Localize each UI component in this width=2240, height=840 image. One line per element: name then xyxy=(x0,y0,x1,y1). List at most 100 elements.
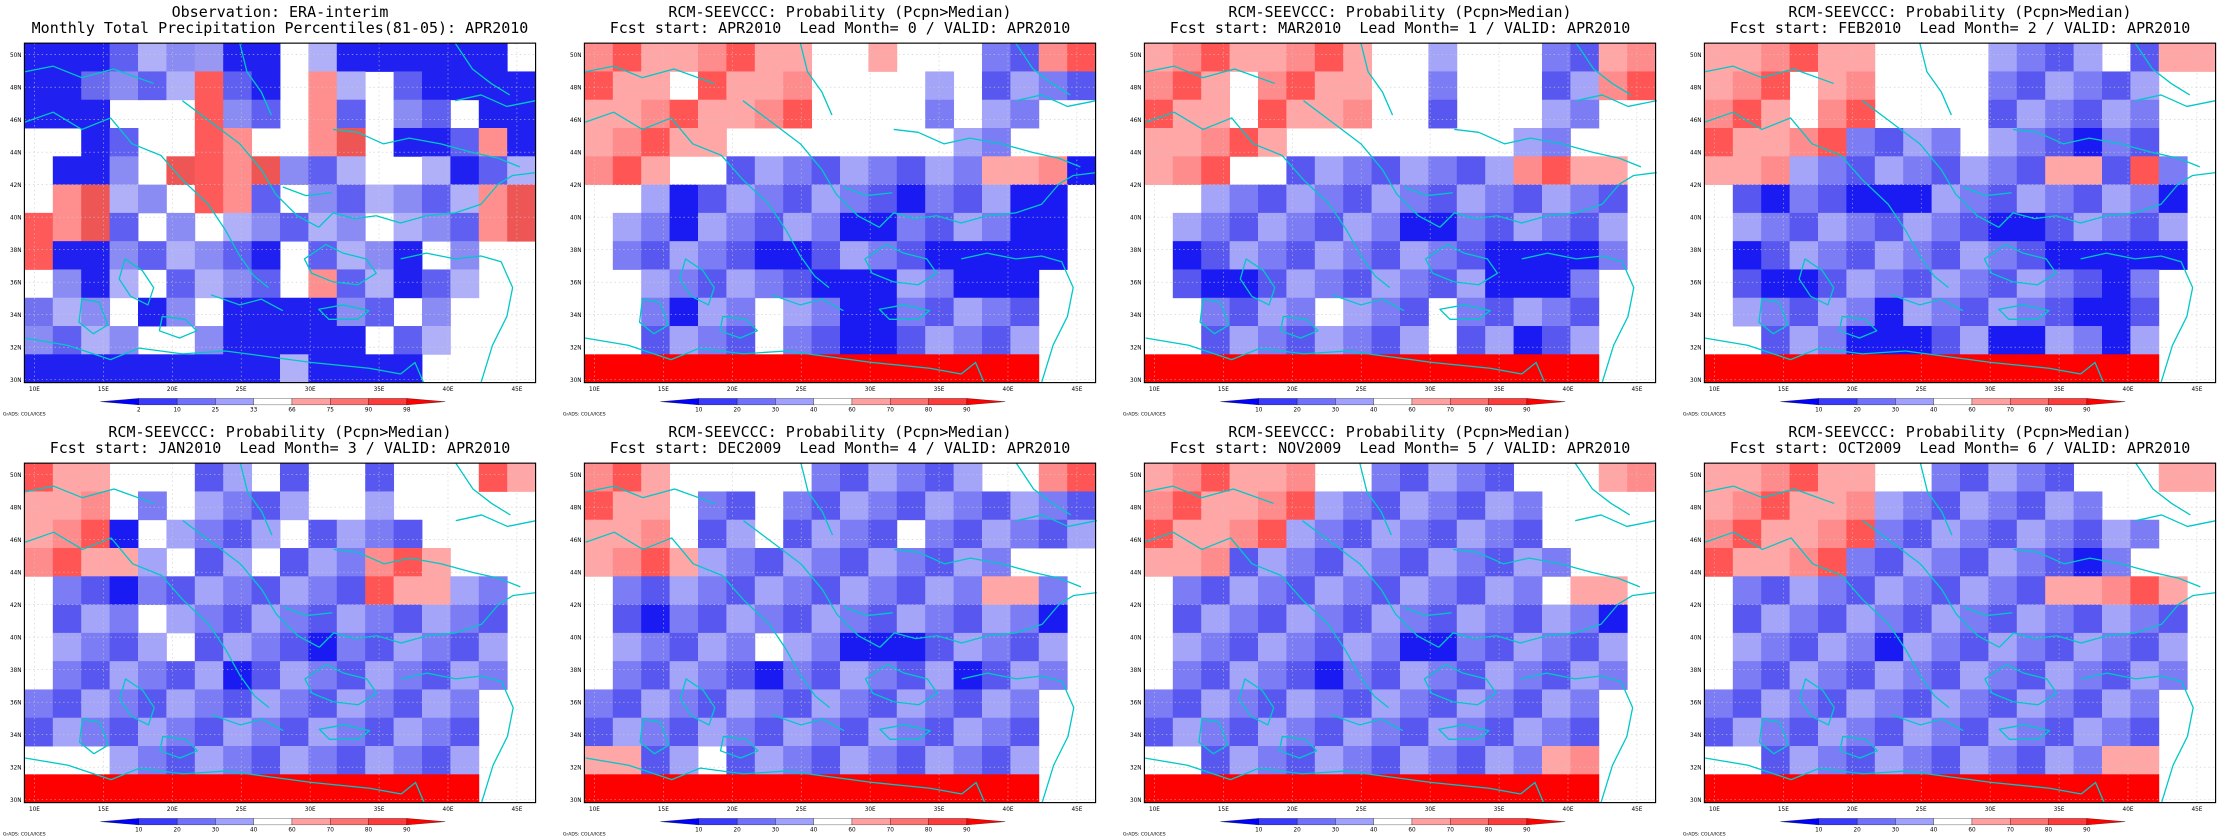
colorbar-label: 60 xyxy=(848,407,856,413)
grid-cell xyxy=(194,354,224,384)
colorbar: 10 20 30 40 60 70 80 90 xyxy=(100,818,446,833)
lon-tick-label: 25E xyxy=(1916,807,1927,813)
lon-tick-label: 25E xyxy=(796,807,807,813)
map-frame xyxy=(1143,462,1657,804)
grid-cell xyxy=(1343,269,1373,299)
grid-cell xyxy=(1570,717,1600,747)
lat-tick-label: 38N xyxy=(1690,248,1702,254)
grid-cell xyxy=(1067,463,1097,492)
grid-cell xyxy=(1400,717,1429,747)
grid-cell xyxy=(280,661,309,690)
grid-cell xyxy=(1400,212,1429,242)
lon-tick-label: 45E xyxy=(511,387,522,393)
grid-cell xyxy=(1732,297,1762,327)
grid-cell xyxy=(2130,184,2160,214)
grid-cell xyxy=(726,297,756,327)
grid-cell xyxy=(1513,491,1543,521)
grid-cell xyxy=(840,184,869,214)
grid-cell xyxy=(641,241,671,270)
grid-cell xyxy=(1201,326,1231,355)
grid-cell xyxy=(223,632,253,662)
lon-tick-label: 35E xyxy=(934,807,945,813)
grid-cell xyxy=(2016,326,2046,355)
grid-cell xyxy=(1010,491,1040,521)
grid-cell xyxy=(612,717,642,747)
grid-cell xyxy=(1343,491,1373,521)
grid-cell xyxy=(109,774,139,804)
precip-grid xyxy=(24,43,537,384)
grid-cell xyxy=(1201,576,1231,606)
lon-tick-label: 40E xyxy=(1563,807,1574,813)
lat-tick-label: 44N xyxy=(1690,150,1702,156)
colorbar-label: 75 xyxy=(327,407,335,413)
grid-cell xyxy=(1704,689,1734,719)
grid-cell xyxy=(641,632,671,662)
grid-cell xyxy=(1258,774,1287,804)
grid-cell xyxy=(1931,354,1961,384)
grid-cell xyxy=(81,354,111,384)
grid-cell xyxy=(365,632,395,662)
colorbar-label: 20 xyxy=(733,407,741,413)
grid-cell xyxy=(1874,774,1904,804)
grid-cell xyxy=(223,99,253,129)
grid-cell xyxy=(1931,576,1961,606)
grid-cell xyxy=(1371,156,1401,186)
grid-cell xyxy=(896,491,926,521)
colorbar-label: 90 xyxy=(365,407,373,413)
lat-tick-label: 30N xyxy=(570,798,582,804)
lat-tick-label: 36N xyxy=(1130,280,1142,286)
grid-cell xyxy=(1400,689,1429,719)
colorbar-segment xyxy=(1220,818,1259,826)
lon-tick-label: 40E xyxy=(443,807,454,813)
grid-cell xyxy=(2016,43,2046,72)
grid-cell xyxy=(308,354,338,384)
grid-cell xyxy=(925,717,955,747)
grid-cell xyxy=(1456,156,1486,186)
lat-tick-label: 34N xyxy=(1690,733,1702,739)
grid-cell xyxy=(783,576,813,606)
grid-cell xyxy=(421,576,451,606)
grid-cell xyxy=(840,746,869,775)
grid-cell xyxy=(1570,326,1600,355)
grid-cell xyxy=(2016,184,2046,214)
grid-cell xyxy=(1428,491,1458,521)
lat-tick-label: 36N xyxy=(1130,700,1142,706)
lat-tick-label: 42N xyxy=(10,183,22,189)
grid-cell xyxy=(1960,269,1989,299)
grid-cell xyxy=(2073,184,2103,214)
grid-cell xyxy=(1067,519,1097,549)
grid-cell xyxy=(925,604,955,634)
colorbar-segment xyxy=(660,398,699,406)
grid-cell xyxy=(981,43,1011,72)
grid-cell xyxy=(81,212,111,242)
grid-cell xyxy=(1456,463,1486,492)
grid-cell xyxy=(1343,156,1373,186)
grid-cell xyxy=(1846,212,1876,242)
grid-cell xyxy=(811,576,841,606)
grid-cell xyxy=(868,604,898,634)
grid-cell xyxy=(1818,519,1847,549)
precip-grid xyxy=(1144,43,1657,384)
colorbar-label: 60 xyxy=(1408,827,1416,833)
grid-cell xyxy=(1789,576,1819,606)
grid-cell xyxy=(2045,604,2075,634)
grid-cell xyxy=(1400,241,1429,270)
colorbar-segment xyxy=(1220,398,1259,406)
grid-cell xyxy=(1846,269,1876,299)
panel-subtitle: Fcst start: MAR2010 Lead Month= 1 / VALI… xyxy=(1169,19,1631,37)
grid-cell xyxy=(953,717,983,747)
grid-cell xyxy=(1988,71,2018,101)
grid-cell xyxy=(24,774,54,804)
grid-cell xyxy=(1286,661,1316,690)
grid-cell xyxy=(1371,241,1401,270)
map-canvas: 50N 48N 46N 44N 42N 40N 38N 36N 34N 32N 30N 10E 15E 2… xyxy=(563,462,1097,838)
grid-cell xyxy=(24,297,54,327)
panel-subtitle: Fcst start: DEC2009 Lead Month= 4 / VALI… xyxy=(609,439,1071,457)
grid-cell xyxy=(280,463,309,492)
lat-tick-label: 46N xyxy=(10,538,22,544)
grid-cell xyxy=(783,297,813,327)
grid-cell xyxy=(2045,689,2075,719)
colorbar-segment xyxy=(1818,398,1858,406)
grid-cell xyxy=(251,184,281,214)
grid-cell xyxy=(783,269,813,299)
